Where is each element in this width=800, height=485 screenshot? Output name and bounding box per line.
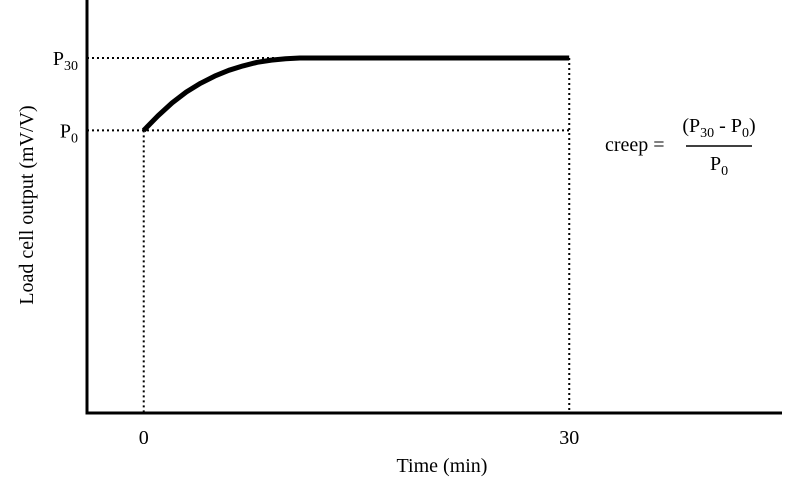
series-layer bbox=[141, 55, 570, 133]
formula-denominator: P0 bbox=[710, 153, 728, 179]
creep-formula: creep = (P30 - P0) P0 bbox=[605, 115, 756, 179]
y-tick-label: P0 bbox=[60, 120, 78, 146]
axes bbox=[85, 0, 782, 415]
y-tick-label: P30 bbox=[53, 48, 78, 74]
x-axis-label: Time (min) bbox=[397, 455, 488, 477]
y-axis-label: Load cell output (mV/V) bbox=[16, 105, 38, 304]
x-tick-label: 0 bbox=[139, 427, 149, 449]
formula-lhs: creep = bbox=[605, 134, 665, 156]
formula-numerator: (P30 - P0) bbox=[682, 115, 755, 141]
series-line bbox=[141, 55, 570, 133]
x-tick-label: 30 bbox=[559, 427, 579, 449]
tick-labels: 0 30 P0 P30 bbox=[53, 48, 579, 449]
